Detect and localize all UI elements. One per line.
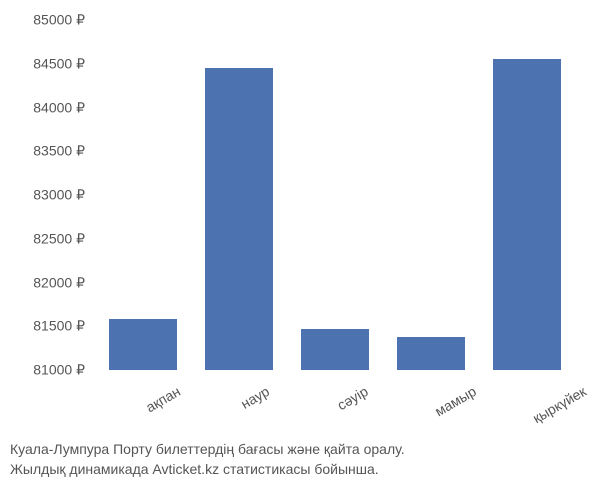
bar <box>109 319 176 370</box>
chart-container: 81000 ₽ 81500 ₽ 82000 ₽ 82500 ₽ 83000 ₽ 83500… <box>0 0 600 500</box>
bar <box>493 59 560 371</box>
x-tick-label: наур <box>238 383 272 412</box>
y-tick-label: 81000 ₽ <box>33 362 85 379</box>
y-tick-label: 83500 ₽ <box>33 143 85 160</box>
bar <box>397 337 464 370</box>
y-tick-label: 85000 ₽ <box>33 12 85 29</box>
x-axis: ақпаннаурсәуірмамырқыркүйек <box>95 375 575 435</box>
x-tick-label: ақпан <box>143 383 183 415</box>
y-tick-label: 84000 ₽ <box>33 99 85 116</box>
plot-area <box>95 20 575 370</box>
x-tick-label: сәуір <box>334 383 370 413</box>
y-tick-label: 82500 ₽ <box>33 230 85 247</box>
y-tick-label: 82000 ₽ <box>33 274 85 291</box>
x-tick-label: қыркүйек <box>530 383 589 426</box>
y-tick-label: 81500 ₽ <box>33 318 85 335</box>
bar <box>301 329 368 370</box>
x-tick-label: мамыр <box>432 383 479 419</box>
y-tick-label: 83000 ₽ <box>33 187 85 204</box>
y-tick-label: 84500 ₽ <box>33 55 85 72</box>
bars-group <box>95 20 575 370</box>
y-axis: 81000 ₽81500 ₽82000 ₽82500 ₽83000 ₽83500… <box>0 20 90 370</box>
bar <box>205 68 272 370</box>
caption-line-2: Жылдық динамикада Avticket.kz статистика… <box>10 460 590 480</box>
chart-caption: Куала-Лумпура Порту билеттердің бағасы ж… <box>10 440 590 479</box>
caption-line-1: Куала-Лумпура Порту билеттердің бағасы ж… <box>10 440 590 460</box>
